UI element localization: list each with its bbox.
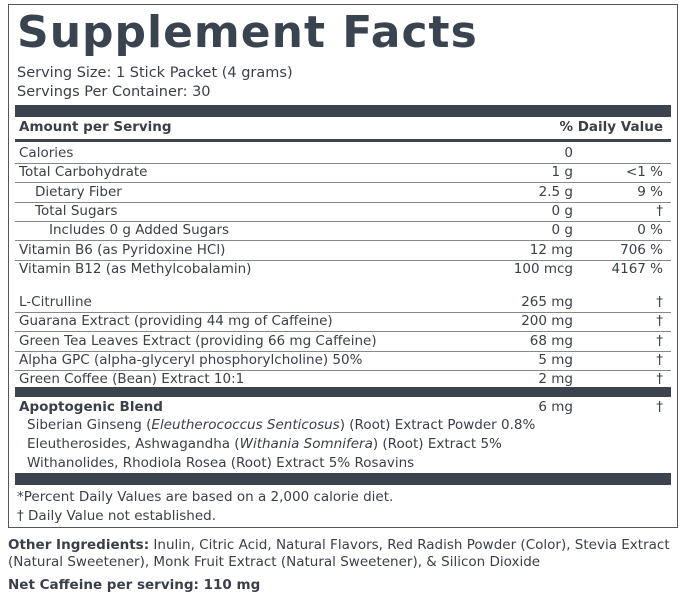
nutrient-amount: 0 g xyxy=(551,202,573,219)
nutrient-name: L-Citrulline xyxy=(19,294,92,310)
blend-amount: 6 mg xyxy=(538,399,573,415)
nutrient-amount: 68 mg xyxy=(529,332,573,349)
daily-value: 9 % xyxy=(637,183,663,200)
divider xyxy=(15,139,671,142)
daily-value: 4167 % xyxy=(611,260,663,277)
nutrient-name: Alpha GPC (alpha-glyceryl phosphorylchol… xyxy=(19,351,363,368)
nutrient-name: Calories xyxy=(19,145,74,161)
blend-text: Siberian Ginseng ( xyxy=(27,417,152,433)
nutrient-row: Dietary Fiber 2.5 g 9 % xyxy=(15,183,671,203)
daily-value: 706 % xyxy=(620,241,663,258)
blend-text: ) (Root) Extract Powder 0.8% xyxy=(339,417,536,433)
nutrient-name: Dietary Fiber xyxy=(35,183,122,200)
facts-panel: Supplement Facts Serving Size: 1 Stick P… xyxy=(8,4,678,528)
nutrient-name: Includes 0 g Added Sugars xyxy=(49,222,230,239)
nutrient-row: L-Citrulline 265 mg † xyxy=(15,293,671,313)
blend-line: Siberian Ginseng (Eleutherococcus Sentic… xyxy=(27,417,535,433)
divider xyxy=(15,105,671,117)
amount-header: Amount per Serving xyxy=(19,119,172,135)
nutrient-amount: 5 mg xyxy=(538,351,573,368)
daily-value: <1 % xyxy=(625,164,663,181)
blend-row: Apoptogenic Blend 6 mg † xyxy=(15,398,671,417)
nutrient-row: Alpha GPC (alpha-glyceryl phosphorylchol… xyxy=(15,351,671,371)
nutrient-row: Includes 0 g Added Sugars 0 g 0 % xyxy=(15,221,671,242)
nutrient-amount: 1 g xyxy=(551,164,573,181)
blend-name: Apoptogenic Blend xyxy=(19,399,163,415)
daily-value: 0 % xyxy=(637,222,663,239)
nutrient-amount: 2 mg xyxy=(538,371,573,388)
blend-text: ) (Root) Extract 5% xyxy=(372,436,502,452)
nutrient-name: Total Sugars xyxy=(35,202,118,219)
title: Supplement Facts xyxy=(17,7,478,58)
nutrient-row: Total Carbohydrate 1 g <1 % xyxy=(15,163,671,184)
nutrient-row: Calories 0 xyxy=(15,144,671,164)
footnote: *Percent Daily Values are based on a 2,0… xyxy=(17,489,394,505)
daily-value: † xyxy=(656,332,663,349)
daily-value: † xyxy=(656,371,663,388)
nutrient-row: Guarana Extract (providing 44 mg of Caff… xyxy=(15,312,671,333)
blend-line: Eleutherosides, Ashwagandha (Withania So… xyxy=(27,436,502,452)
daily-value: † xyxy=(656,294,663,310)
blend-text: Withania Somnifera xyxy=(239,436,373,452)
nutrient-amount: 0 g xyxy=(551,222,573,239)
serving-size: Serving Size: 1 Stick Packet (4 grams) xyxy=(17,65,293,81)
daily-value: † xyxy=(656,313,663,330)
nutrient-name: Guarana Extract (providing 44 mg of Caff… xyxy=(19,313,333,330)
nutrient-row: Vitamin B6 (as Pyridoxine HCl) 12 mg 706 % xyxy=(15,241,671,261)
divider xyxy=(15,473,671,485)
nutrient-name: Vitamin B12 (as Methylcobalamin) xyxy=(19,260,252,277)
nutrient-amount: 2.5 g xyxy=(538,183,573,200)
blend-text: Withanolides, Rhodiola Rosea (Root) Extr… xyxy=(27,455,415,471)
nutrient-name: Vitamin B6 (as Pyridoxine HCl) xyxy=(19,241,226,258)
footnote: † Daily Value not established. xyxy=(17,508,216,524)
other-ingredients-text: Inulin, Citric Acid, Natural Flavors, Re… xyxy=(8,537,670,570)
nutrient-amount: 0 xyxy=(564,145,573,161)
nutrient-name: Green Tea Leaves Extract (providing 66 m… xyxy=(19,332,377,349)
blend-text: Eleutherosides, Ashwagandha ( xyxy=(27,436,240,452)
daily-value-header: % Daily Value xyxy=(559,119,663,135)
net-caffeine: Net Caffeine per serving: 110 mg xyxy=(8,577,261,593)
nutrient-amount: 100 mcg xyxy=(513,260,573,277)
nutrient-row: Green Coffee (Bean) Extract 10:1 2 mg † xyxy=(15,370,671,389)
divider xyxy=(15,387,671,397)
servings-per-container: Servings Per Container: 30 xyxy=(17,84,211,100)
other-ingredients: Other Ingredients: Inulin, Citric Acid, … xyxy=(8,537,688,571)
other-ingredients-label: Other Ingredients: xyxy=(8,537,150,553)
nutrient-row: Vitamin B12 (as Methylcobalamin) 100 mcg 4… xyxy=(15,260,671,279)
nutrient-row: Green Tea Leaves Extract (providing 66 m… xyxy=(15,332,671,352)
daily-value: † xyxy=(656,202,663,219)
daily-value: † xyxy=(656,351,663,368)
blend-text: Eleutherococcus Senticosus xyxy=(151,417,340,433)
nutrient-amount: 12 mg xyxy=(529,241,573,258)
blend-line: Withanolides, Rhodiola Rosea (Root) Extr… xyxy=(27,455,414,471)
blend-dv: † xyxy=(656,399,663,415)
nutrient-amount: 200 mg xyxy=(521,313,573,330)
nutrient-name: Total Carbohydrate xyxy=(19,164,148,181)
nutrient-amount: 265 mg xyxy=(521,294,573,310)
nutrient-name: Green Coffee (Bean) Extract 10:1 xyxy=(19,371,245,388)
nutrient-row: Total Sugars 0 g † xyxy=(15,202,671,222)
header-row: Amount per Serving % Daily Value xyxy=(15,118,671,137)
